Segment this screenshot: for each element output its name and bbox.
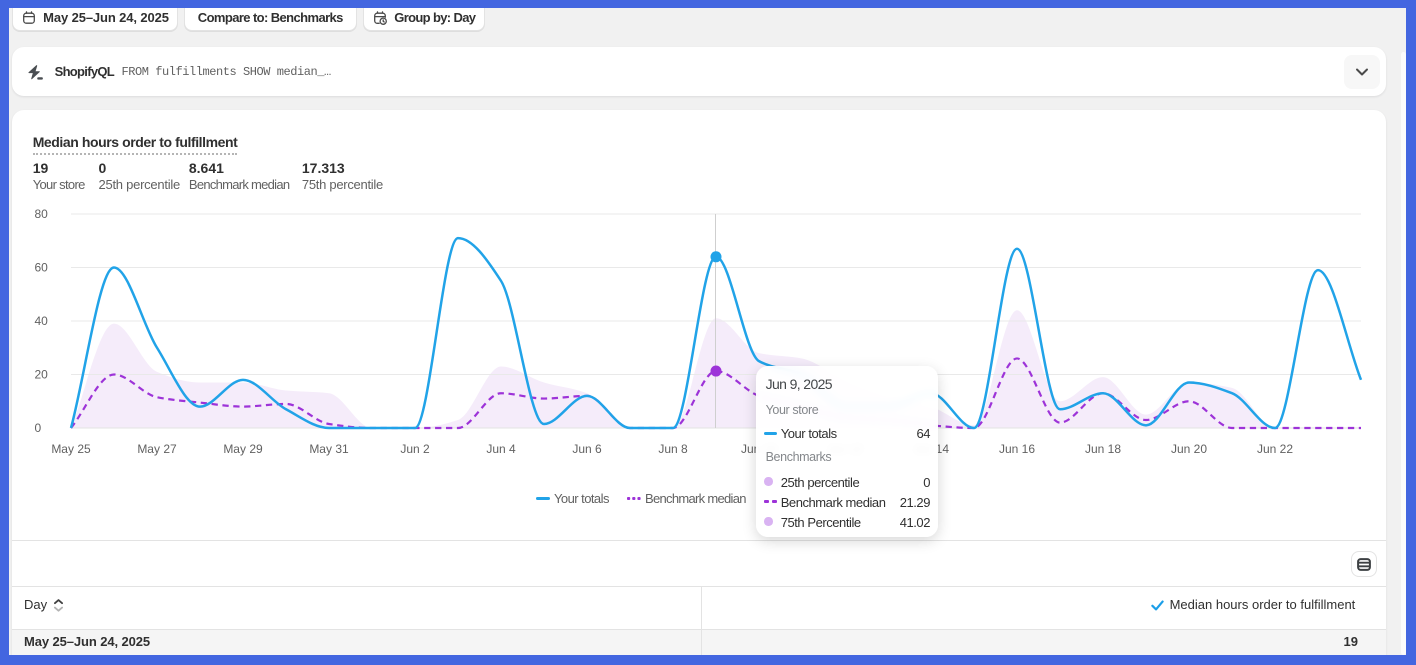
svg-text:Jun 18: Jun 18 xyxy=(1085,442,1121,456)
svg-text:Jun 2: Jun 2 xyxy=(400,442,430,456)
svg-text:Jun 8: Jun 8 xyxy=(658,442,688,456)
svg-text:May 25: May 25 xyxy=(51,442,91,456)
svg-text:May 27: May 27 xyxy=(137,442,177,456)
svg-text:Jun 22: Jun 22 xyxy=(1257,442,1293,456)
svg-text:60: 60 xyxy=(35,261,49,275)
svg-text:Jun 4: Jun 4 xyxy=(486,442,516,456)
svg-text:May 29: May 29 xyxy=(223,442,263,456)
svg-text:80: 80 xyxy=(35,207,49,221)
svg-text:Jun 20: Jun 20 xyxy=(1171,442,1207,456)
svg-text:Jun 16: Jun 16 xyxy=(999,442,1035,456)
svg-text:20: 20 xyxy=(35,368,49,382)
svg-text:Jun 6: Jun 6 xyxy=(572,442,602,456)
svg-text:40: 40 xyxy=(35,314,49,328)
svg-text:May 31: May 31 xyxy=(309,442,349,456)
svg-text:0: 0 xyxy=(35,421,42,435)
